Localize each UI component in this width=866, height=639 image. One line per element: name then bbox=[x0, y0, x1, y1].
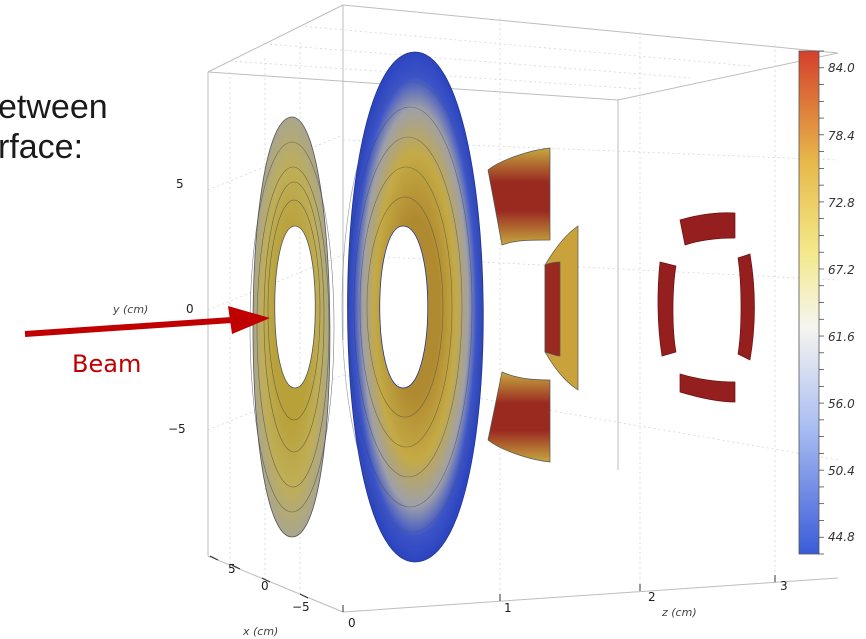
y-tick-label: 0 bbox=[186, 302, 194, 316]
z-axis: 0 1 2 3 z (cm) bbox=[348, 579, 788, 630]
colorbar-tick-label: 78.4 bbox=[828, 129, 855, 143]
slide-text-fragment-2: rface: bbox=[0, 128, 84, 166]
x-tick-label: 5 bbox=[228, 562, 236, 576]
x-tick-label: −5 bbox=[292, 600, 310, 614]
colorbar-tick-label: 61.6 bbox=[828, 330, 855, 344]
x-axis: 5 0 −5 x (cm) bbox=[228, 562, 310, 638]
y-tick-label: 5 bbox=[176, 177, 184, 191]
colorbar-labels: 84.0 78.4 72.8 67.2 61.6 56.0 50.4 44.8 bbox=[828, 61, 855, 544]
colorbar-tick-label: 67.2 bbox=[828, 263, 855, 277]
colorbar-tick-label: 56.0 bbox=[828, 397, 855, 411]
segments-3 bbox=[487, 147, 579, 463]
slide-text-fragment-1: etween bbox=[0, 88, 108, 126]
x-axis-label: x (cm) bbox=[242, 625, 278, 638]
z-axis-label: z (cm) bbox=[661, 606, 697, 619]
colorbar bbox=[798, 50, 824, 555]
colorbar-tick-label: 72.8 bbox=[828, 196, 855, 210]
z-tick-label: 3 bbox=[780, 579, 788, 593]
z-tick-label: 1 bbox=[504, 601, 512, 615]
y-tick-label: −5 bbox=[168, 422, 186, 436]
colorbar-tick-label: 84.0 bbox=[828, 61, 855, 75]
z-axis-ticks bbox=[342, 575, 776, 612]
ring-2 bbox=[341, 51, 484, 563]
x-tick-label: 0 bbox=[261, 579, 269, 593]
beam-arrow bbox=[24, 306, 270, 337]
z-tick-label: 2 bbox=[648, 590, 656, 604]
ring-1 bbox=[249, 116, 335, 538]
colorbar-tick-label: 44.8 bbox=[828, 530, 855, 544]
x-axis-ticks bbox=[209, 555, 309, 599]
segments-4 bbox=[657, 212, 755, 403]
y-axis-label: y (cm) bbox=[112, 303, 148, 316]
beam-label: Beam bbox=[72, 350, 142, 378]
colorbar-tick-label: 50.4 bbox=[828, 464, 855, 478]
z-tick-label: 0 bbox=[348, 616, 356, 630]
y-axis: 5 0 −5 y (cm) bbox=[112, 177, 194, 436]
